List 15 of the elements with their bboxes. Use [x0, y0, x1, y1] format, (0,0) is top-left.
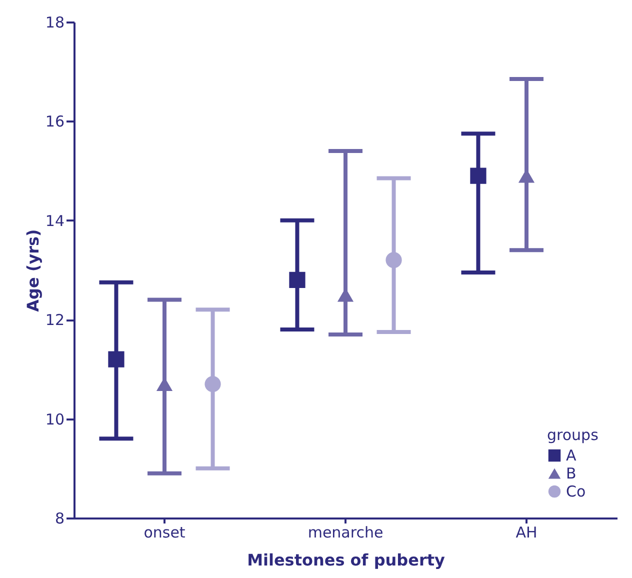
y-tick-label: 14 [45, 212, 64, 230]
y-tick-label: 12 [45, 311, 64, 330]
x-axis-title: Milestones of puberty [247, 550, 446, 570]
x-tick-label: menarche [308, 524, 384, 542]
legend-label: A [566, 446, 577, 464]
y-tick-label: 16 [45, 112, 64, 131]
y-tick-label: 8 [54, 510, 64, 528]
y-tick-label: 10 [45, 410, 64, 428]
y-axis-title: Age (yrs) [23, 229, 42, 312]
x-tick-label: AH [516, 524, 538, 542]
legend-label: B [566, 464, 576, 482]
legend-label: Co [566, 482, 586, 500]
legend-title: groups [547, 426, 599, 444]
x-tick-label: onset [144, 524, 186, 542]
y-tick-label: 18 [45, 14, 64, 32]
